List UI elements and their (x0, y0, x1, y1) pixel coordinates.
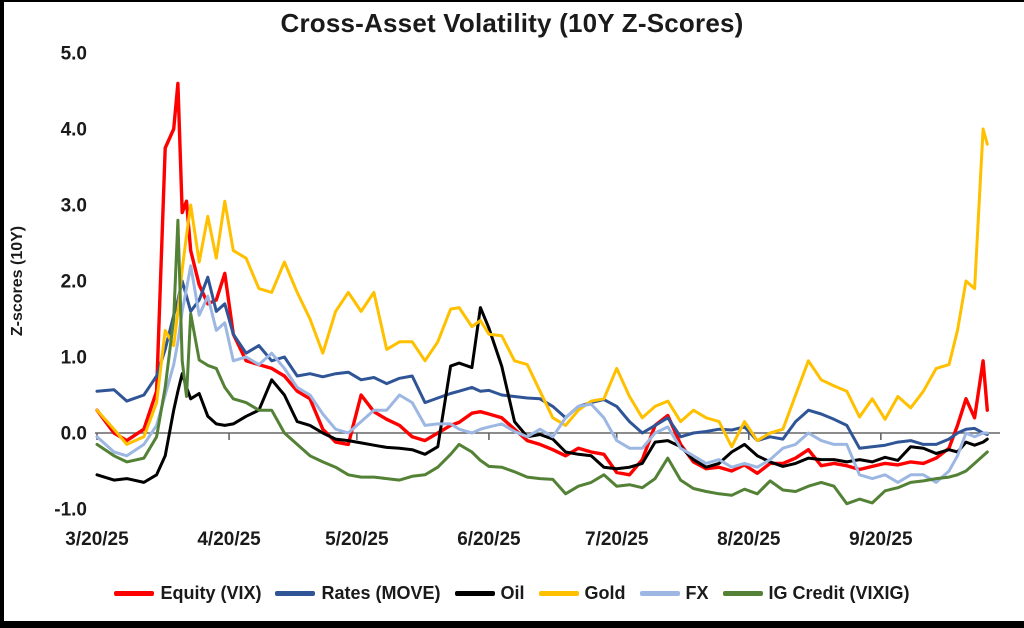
y-tick-label: 1.0 (61, 348, 87, 369)
legend-item-oil: Oil (454, 582, 525, 604)
chart-legend: Equity (VIX) Rates (MOVE) Oil Gold FX IG… (0, 578, 1024, 608)
y-tick-label: 3.0 (61, 196, 87, 217)
y-tick-label: 5.0 (61, 44, 87, 65)
legend-label-ig-credit: IG Credit (VIXIG) (768, 582, 910, 603)
legend-label-oil: Oil (500, 582, 525, 603)
legend-label-fx: FX (685, 582, 709, 603)
screenshot-left-border (0, 0, 4, 628)
fx-line-swatch-icon (639, 590, 680, 596)
series-line-gold (95, 127, 989, 449)
oil-line-swatch-icon (454, 590, 495, 596)
legend-item-fx: FX (639, 582, 709, 604)
rates-line-swatch-icon (275, 590, 316, 596)
series-line-ig-credit-vixig (95, 218, 989, 506)
legend-label-equity: Equity (VIX) (160, 582, 262, 603)
x-tick-label: 6/20/25 (457, 529, 521, 550)
x-tick-label: 5/20/25 (325, 529, 389, 550)
x-tick-label: 4/20/25 (197, 529, 261, 550)
x-tick-label: 3/20/25 (65, 529, 129, 550)
y-tick-label: 2.0 (61, 272, 87, 293)
series-line-oil (95, 306, 989, 484)
gold-line-swatch-icon (538, 590, 579, 596)
ig-credit-line-swatch-icon (722, 590, 763, 596)
screenshot-bottom-border (0, 621, 1024, 628)
x-tick-label: 9/20/25 (849, 529, 913, 550)
legend-item-ig-credit: IG Credit (VIXIG) (722, 582, 910, 604)
plot-area: 3/20/25 4/20/25 5/20/25 6/20/25 7/20/25 8/20/… (54, 44, 1000, 550)
legend-item-equity: Equity (VIX) (114, 583, 261, 604)
legend-item-gold: Gold (538, 582, 626, 604)
equity-line-swatch-icon (114, 590, 155, 596)
series-line-equity-vix (95, 81, 989, 477)
x-tick-label: 7/20/25 (585, 529, 649, 550)
legend-label-rates: Rates (MOVE) (321, 582, 441, 603)
legend-item-rates: Rates (MOVE) (275, 582, 441, 604)
screenshot-top-border (0, 0, 1024, 2)
y-tick-label: 0.0 (61, 424, 87, 445)
chart-title: Cross-Asset Volatility (10Y Z-Scores) (280, 8, 744, 38)
series-line-fx (95, 264, 989, 484)
y-tick-label: -1.0 (54, 500, 87, 521)
series-line-rates-move (95, 275, 989, 450)
legend-label-gold: Gold (584, 582, 626, 603)
y-tick-label: 4.0 (61, 120, 87, 141)
x-tick-label: 8/20/25 (717, 529, 781, 550)
